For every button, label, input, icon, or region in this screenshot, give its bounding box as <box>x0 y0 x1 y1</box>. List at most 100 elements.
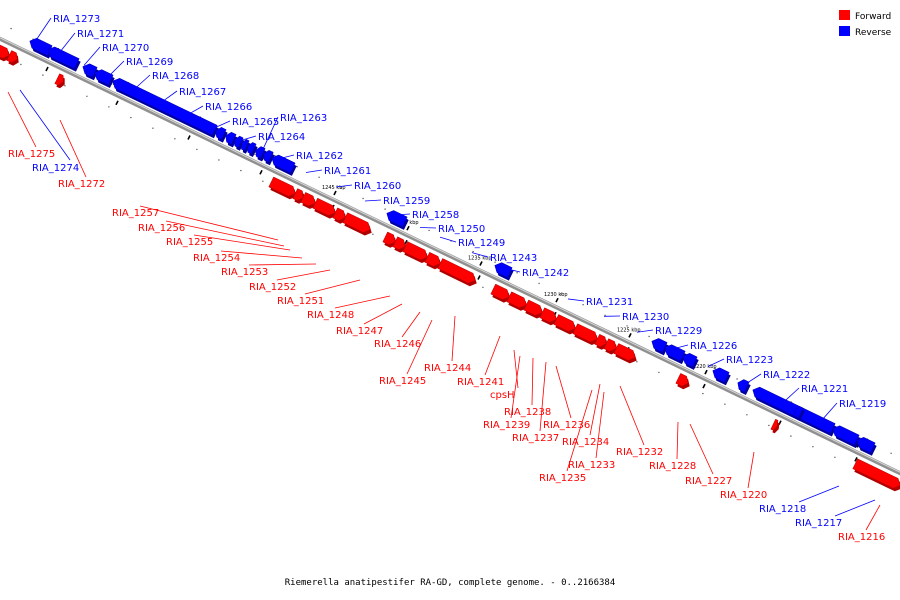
gene-label: RIA_1272 <box>58 179 105 190</box>
scale-tick <box>479 261 483 266</box>
gene-feature-body <box>247 142 257 155</box>
label-leader <box>34 17 52 42</box>
label-leader <box>59 119 87 178</box>
minor-tick-dot <box>196 148 198 151</box>
gene-feature-body <box>437 258 476 284</box>
label-leader <box>213 120 231 129</box>
gene-label: RIA_1253 <box>221 267 268 278</box>
minor-tick-dot <box>736 378 738 380</box>
label-leader <box>484 335 501 376</box>
scale-tick <box>45 66 49 72</box>
minor-tick-dot <box>768 424 770 427</box>
label-leader <box>707 358 725 367</box>
scale-tick-label: 1220 kbp <box>693 364 717 370</box>
label-leader <box>676 421 679 460</box>
scale-tick <box>702 383 706 389</box>
minor-tick-dot <box>428 229 430 232</box>
gene-label: RIA_1257 <box>112 208 159 219</box>
label-leader <box>439 236 457 243</box>
scale-tick <box>187 135 191 140</box>
minor-tick-dot <box>626 325 628 327</box>
label-leader <box>193 234 291 251</box>
gene-feature <box>6 50 19 66</box>
map-caption: Riemerella anatipestifer RA-GD, complete… <box>284 578 616 588</box>
gene-feature-body <box>47 46 80 69</box>
minor-tick-dot <box>516 272 518 274</box>
label-leader <box>19 89 71 161</box>
gene-label: RIA_1258 <box>412 210 459 221</box>
label-leader <box>595 391 605 459</box>
minor-tick-dot <box>296 166 298 168</box>
minor-tick-dot <box>636 361 638 363</box>
gene-feature-body <box>0 44 10 59</box>
scale-tick <box>333 190 337 196</box>
label-leader <box>305 169 323 173</box>
gene-feature <box>82 63 99 81</box>
gene-feature <box>613 343 637 364</box>
gene-feature-body <box>682 353 698 368</box>
minor-tick-dot <box>64 85 66 87</box>
gene-labels: RIA_1273 RIA_1271 RIA_1270 RIA_1269 RIA_1268… <box>8 14 886 543</box>
scale-tick <box>854 457 858 462</box>
label-leader <box>531 357 534 406</box>
gene-feature-body <box>770 418 779 431</box>
label-leader <box>782 387 800 404</box>
gene-label: RIA_1259 <box>383 196 430 207</box>
gene-feature <box>553 314 577 335</box>
scale-tick <box>704 369 708 375</box>
gene-feature <box>247 142 258 157</box>
minor-tick-dot <box>340 187 342 189</box>
label-leader <box>261 116 279 152</box>
gene-label: RIA_1223 <box>726 355 773 366</box>
gene-feature-body <box>392 236 406 250</box>
gene-label: RIA_1235 <box>539 473 586 484</box>
label-leader <box>671 344 689 350</box>
gene-label: RIA_1222 <box>763 370 810 381</box>
label-leader <box>160 90 178 103</box>
legend: Forward Reverse <box>839 10 892 38</box>
label-leader <box>747 451 755 489</box>
gene-feature <box>312 197 337 219</box>
gene-feature <box>94 69 115 88</box>
gene-label: RIA_1264 <box>258 132 305 143</box>
gene-feature-body <box>225 131 237 145</box>
gene-feature <box>856 437 877 456</box>
scale-tick <box>406 225 410 231</box>
gene-feature-body <box>603 338 617 352</box>
gene-feature <box>852 458 900 492</box>
gene-feature <box>402 241 429 263</box>
label-leader <box>451 315 456 362</box>
gene-feature-body <box>332 207 346 221</box>
minor-tick-dot <box>746 414 748 416</box>
gene-feature-body <box>234 135 244 149</box>
gene-label: RIA_1238 <box>504 407 551 418</box>
gene-feature-body <box>402 241 428 261</box>
gene-feature-body <box>594 333 607 348</box>
label-leader <box>304 279 361 295</box>
gene-label: RIA_1256 <box>138 223 185 234</box>
minor-tick-dot <box>262 180 264 182</box>
label-leader-lines <box>7 17 881 531</box>
gene-label: RIA_1218 <box>759 504 806 515</box>
minor-tick-dot <box>582 304 584 306</box>
gene-label: RIA_1242 <box>522 268 569 279</box>
gene-label: RIA_1219 <box>839 399 886 410</box>
gene-feature <box>263 150 275 166</box>
gene-label: RIA_1251 <box>277 296 324 307</box>
gene-feature <box>437 258 477 287</box>
minor-tick-dot <box>724 403 726 405</box>
minor-tick-dot <box>834 456 836 458</box>
minor-tick-dot <box>384 208 386 210</box>
label-leader <box>834 499 876 517</box>
label-leader <box>139 205 279 241</box>
label-leader <box>363 303 403 325</box>
label-leader <box>58 32 76 54</box>
gene-feature <box>112 78 219 139</box>
gene-feature-body <box>382 231 396 246</box>
gene-feature-body <box>856 437 876 454</box>
gene-features <box>0 37 900 492</box>
gene-feature <box>215 127 228 143</box>
label-leader <box>186 105 204 116</box>
gene-label: RIA_1217 <box>795 518 842 529</box>
gene-label: RIA_1245 <box>379 376 426 387</box>
